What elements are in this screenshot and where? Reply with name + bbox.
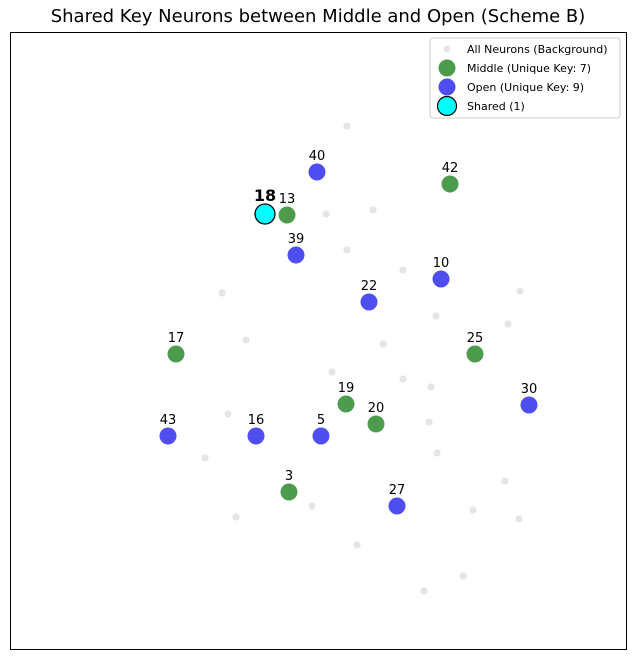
middle-point bbox=[466, 345, 484, 363]
background-point bbox=[343, 246, 351, 254]
background-point bbox=[224, 410, 232, 418]
open-point-label: 10 bbox=[433, 256, 450, 271]
open-point-label: 43 bbox=[160, 413, 177, 428]
middle-point bbox=[441, 175, 459, 193]
background-point bbox=[343, 122, 351, 130]
chart-title: Shared Key Neurons between Middle and Op… bbox=[50, 6, 586, 27]
open-point bbox=[159, 427, 177, 445]
background-point bbox=[242, 336, 250, 344]
middle-point-label: 19 bbox=[338, 381, 355, 396]
background-point bbox=[515, 515, 523, 523]
middle-point-label: 20 bbox=[368, 401, 385, 416]
background-point bbox=[399, 375, 407, 383]
open-point-label: 16 bbox=[248, 413, 265, 428]
background-point bbox=[459, 572, 467, 580]
middle-point bbox=[337, 395, 355, 413]
background-point bbox=[308, 502, 316, 510]
open-point-label: 22 bbox=[361, 279, 378, 294]
open-point bbox=[312, 427, 330, 445]
legend-marker-middle bbox=[438, 59, 456, 77]
open-point-label: 5 bbox=[317, 413, 325, 428]
background-point bbox=[432, 312, 440, 320]
open-points-layer bbox=[159, 163, 538, 515]
middle-point bbox=[167, 345, 185, 363]
legend-label-middle: Middle (Unique Key: 7) bbox=[467, 62, 591, 75]
background-point bbox=[425, 418, 433, 426]
open-point bbox=[360, 293, 378, 311]
legend: All Neurons (Background) Middle (Unique … bbox=[429, 37, 621, 119]
open-point bbox=[287, 246, 305, 264]
background-point bbox=[433, 449, 441, 457]
middle-point bbox=[367, 415, 385, 433]
background-point bbox=[232, 513, 240, 521]
background-point bbox=[420, 587, 428, 595]
open-point bbox=[432, 270, 450, 288]
middle-point-label: 17 bbox=[168, 331, 185, 346]
background-point bbox=[328, 368, 336, 376]
middle-point-label: 3 bbox=[285, 469, 293, 484]
middle-points-layer bbox=[167, 175, 484, 501]
legend-marker-background bbox=[443, 45, 451, 53]
middle-point-label: 25 bbox=[467, 331, 484, 346]
shared-points-layer bbox=[254, 203, 276, 225]
background-point bbox=[504, 320, 512, 328]
open-point-label: 30 bbox=[521, 382, 538, 397]
shared-point bbox=[254, 203, 276, 225]
background-point bbox=[369, 206, 377, 214]
open-point bbox=[388, 497, 406, 515]
middle-point bbox=[280, 483, 298, 501]
open-point bbox=[308, 163, 326, 181]
legend-box bbox=[429, 37, 621, 119]
plot-area-frame bbox=[10, 32, 627, 650]
shared-point-label: 18 bbox=[254, 186, 276, 205]
background-point bbox=[201, 454, 209, 462]
point-labels-layer: 42 13 17 25 19 20 3 40 39 10 22 30 43 16 5 27 18 bbox=[160, 149, 538, 498]
background-point bbox=[501, 477, 509, 485]
background-point bbox=[427, 383, 435, 391]
middle-point bbox=[278, 206, 296, 224]
background-point bbox=[353, 541, 361, 549]
background-point bbox=[469, 506, 477, 514]
background-point bbox=[322, 210, 330, 218]
legend-label-shared: Shared (1) bbox=[467, 100, 525, 113]
open-point bbox=[520, 396, 538, 414]
background-point bbox=[516, 287, 524, 295]
open-point-label: 27 bbox=[389, 483, 406, 498]
legend-label-open: Open (Unique Key: 9) bbox=[467, 81, 584, 94]
middle-point-label: 13 bbox=[279, 192, 296, 207]
open-point-label: 39 bbox=[288, 232, 305, 247]
background-point bbox=[379, 340, 387, 348]
legend-marker-open bbox=[438, 78, 456, 96]
legend-marker-shared bbox=[436, 95, 458, 117]
open-point bbox=[247, 427, 265, 445]
background-point bbox=[399, 266, 407, 274]
open-point-label: 40 bbox=[309, 149, 326, 164]
background-points-layer bbox=[201, 122, 524, 595]
middle-point-label: 42 bbox=[442, 161, 459, 176]
legend-label-background: All Neurons (Background) bbox=[467, 43, 608, 56]
background-point bbox=[218, 289, 226, 297]
